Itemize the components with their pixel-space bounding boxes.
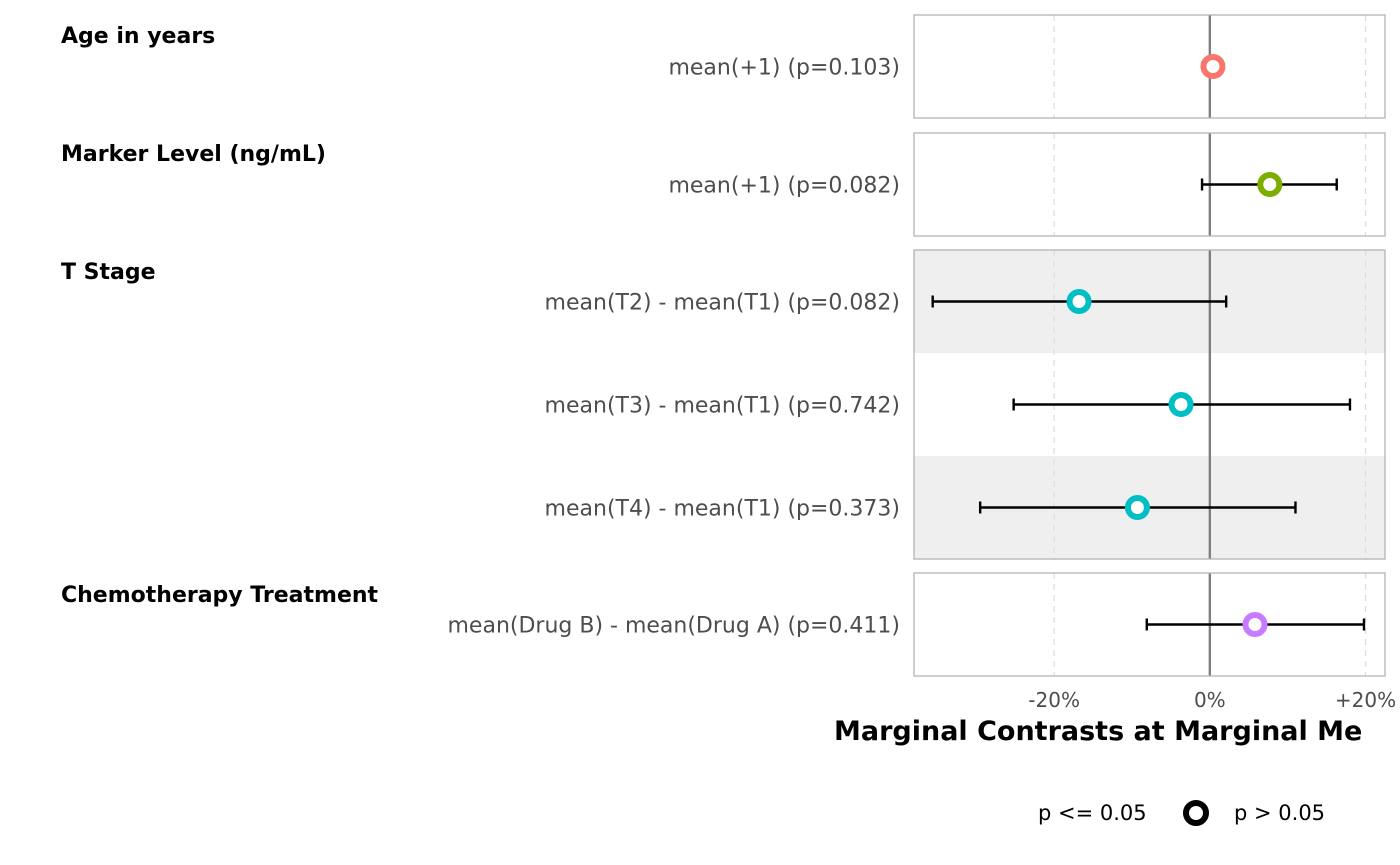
legend-label-not-significant: p > 0.05 [1234, 801, 1325, 825]
point-estimate [1200, 54, 1226, 79]
legend-hollow-circle-icon [1183, 800, 1209, 826]
point-estimate [1124, 495, 1150, 520]
group-title: Age in years [61, 24, 215, 49]
group-title: Chemotherapy Treatment [61, 583, 379, 608]
panel-border [913, 14, 1386, 119]
x-axis-title: Marginal Contrasts at Marginal Me [834, 716, 1362, 747]
row-label: mean(T3) - mean(T1) (p=0.742) [545, 394, 900, 419]
row-label: mean(T2) - mean(T1) (p=0.082) [545, 291, 900, 316]
panel-group: Chemotherapy Treatment mean(Drug B) - mea… [61, 572, 1386, 677]
panel-group: T Stage mean(T2) - mean(T1) (p=0.082) mean… [61, 249, 1386, 560]
x-tick-label: 0% [1194, 688, 1226, 712]
row-label: mean(+1) (p=0.103) [668, 56, 900, 81]
panels-layer: Age in years mean(+1) (p=0.103) Marker Lev… [61, 14, 1386, 677]
x-axis: Marginal Contrasts at Marginal Me -20% 0%… [834, 688, 1396, 747]
row-label: mean(Drug B) - mean(Drug A) (p=0.411) [448, 614, 901, 639]
row-label: mean(T4) - mean(T1) (p=0.373) [545, 497, 900, 522]
point-estimate [1168, 392, 1194, 417]
x-tick-label: +20% [1335, 688, 1396, 712]
group-title: Marker Level (ng/mL) [61, 142, 326, 167]
point-estimate [1066, 289, 1092, 314]
legend: p <= 0.05 p > 0.05 [1038, 800, 1325, 826]
panel-group: Marker Level (ng/mL) mean(+1) (p=0.082) [61, 132, 1386, 237]
point-estimate [1257, 172, 1283, 197]
point-estimate [1242, 612, 1268, 637]
x-tick-label: -20% [1028, 688, 1080, 712]
row-label: mean(+1) (p=0.082) [668, 174, 900, 199]
panel-border [913, 132, 1386, 237]
panel-border [913, 249, 1386, 560]
panel-group: Age in years mean(+1) (p=0.103) [61, 14, 1386, 119]
group-title: T Stage [61, 260, 156, 285]
panel-border [913, 572, 1386, 677]
legend-label-significant: p <= 0.05 [1038, 801, 1147, 825]
